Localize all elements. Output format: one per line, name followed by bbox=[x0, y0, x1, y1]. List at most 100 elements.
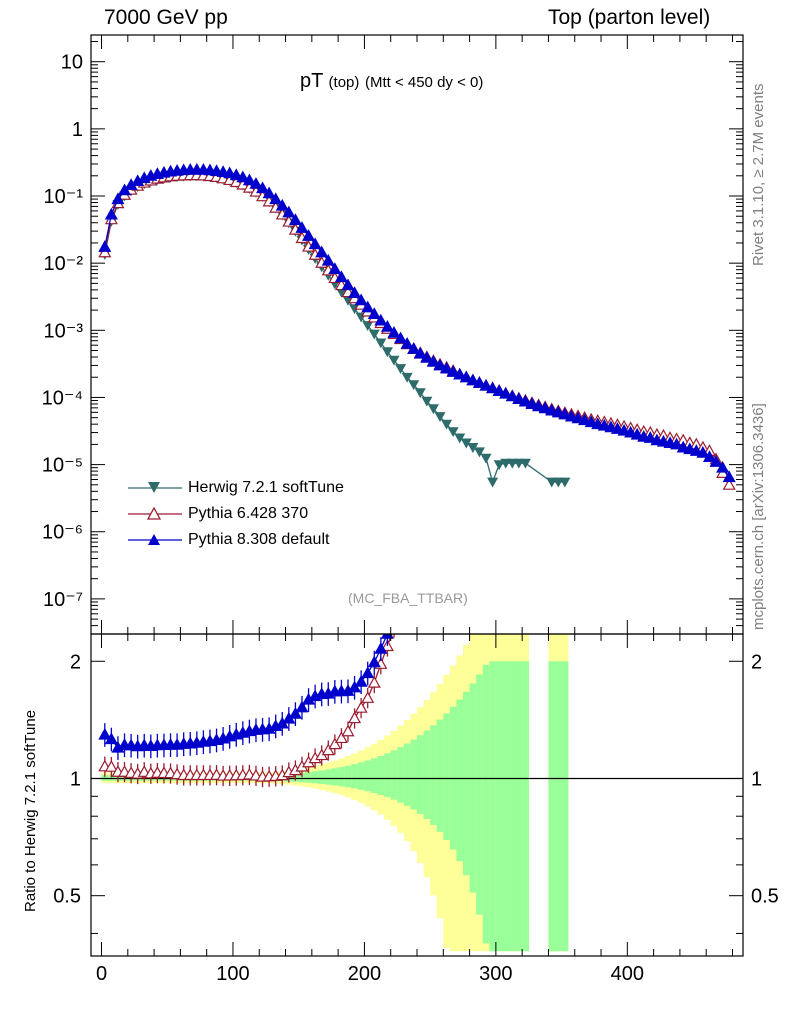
ratio-ytick-label-right: 2 bbox=[751, 651, 762, 673]
band-green-bin bbox=[443, 713, 451, 840]
main-point-pythia8 bbox=[512, 392, 526, 404]
ratio-point-pythia6 bbox=[461, 392, 472, 402]
ratio-point-pythia6 bbox=[435, 471, 446, 481]
ratio-point-pythia8 bbox=[380, 634, 394, 639]
main-point-herwig bbox=[467, 443, 479, 453]
ratio-point-pythia6 bbox=[494, 345, 505, 355]
xtick-label: 400 bbox=[611, 963, 644, 985]
band-green-bin bbox=[377, 755, 385, 795]
ratio-point-pythia6 bbox=[321, 743, 335, 756]
main-point-pythia8 bbox=[367, 307, 381, 319]
band-green-bin bbox=[324, 769, 332, 785]
main-point-pythia8 bbox=[525, 397, 539, 409]
main-point-herwig bbox=[362, 321, 374, 331]
band-green-bin bbox=[463, 691, 470, 876]
main-point-pythia8 bbox=[643, 431, 657, 443]
main-point-pythia8 bbox=[479, 378, 493, 391]
band-green-bin bbox=[561, 661, 569, 952]
plot-title-sub2: (Mtt < 450 dy < 0) bbox=[364, 74, 484, 91]
plot-title: pT (top) (Mtt < 450 dy < 0) bbox=[300, 70, 483, 93]
main-point-herwig bbox=[493, 460, 505, 471]
main-point-pythia8 bbox=[315, 245, 329, 258]
xtick-label: 200 bbox=[348, 963, 381, 985]
band-green-bin bbox=[370, 758, 378, 793]
band-green-bin bbox=[430, 725, 438, 825]
ratio-point-pythia8 bbox=[367, 655, 381, 668]
legend-marker-herwig bbox=[128, 482, 182, 493]
ratio-point-pythia8 bbox=[348, 680, 362, 693]
xtick-label: 300 bbox=[479, 963, 512, 985]
main-point-pythia8 bbox=[348, 286, 362, 298]
main-series-herwig bbox=[99, 171, 571, 488]
band-green-bin bbox=[417, 735, 424, 814]
ratio-point-pythia6 bbox=[361, 691, 375, 703]
xtick-label: 100 bbox=[216, 963, 249, 985]
main-point-herwig bbox=[414, 388, 426, 399]
plot-title-main: pT bbox=[300, 70, 323, 92]
main-point-pythia8 bbox=[374, 313, 388, 326]
main-point-pythia8 bbox=[302, 229, 316, 241]
band-green-bin bbox=[331, 768, 339, 786]
main-point-herwig bbox=[381, 347, 393, 358]
main-point-pythia8 bbox=[223, 166, 237, 179]
main-point-pythia8 bbox=[558, 407, 572, 420]
main-point-herwig bbox=[480, 453, 492, 464]
main-point-pythia8 bbox=[328, 262, 342, 274]
ratio-point-pythia8 bbox=[361, 666, 375, 679]
main-ytick-label: 10 bbox=[61, 52, 83, 74]
ratio-series-pythia8 bbox=[98, 229, 498, 760]
ratio-point-pythia8 bbox=[435, 477, 446, 487]
band-green-bin bbox=[548, 661, 556, 952]
header-right: Top (parton level) bbox=[548, 6, 711, 29]
main-point-pythia6 bbox=[722, 478, 736, 490]
ratio-point-pythia6 bbox=[546, 350, 557, 360]
main-point-pythia8 bbox=[426, 355, 440, 367]
main-point-pythia8 bbox=[670, 437, 684, 450]
band-green-bin bbox=[410, 739, 418, 810]
main-point-pythia8 bbox=[532, 399, 546, 412]
ratio-point-pythia6 bbox=[553, 361, 564, 371]
main-point-herwig bbox=[421, 396, 433, 407]
band-green-bin bbox=[482, 664, 490, 944]
main-point-pythia8 bbox=[624, 425, 638, 438]
main-ytick-label: 10⁻¹ bbox=[44, 186, 84, 208]
main-point-herwig bbox=[395, 364, 407, 374]
main-point-pythia8 bbox=[104, 207, 118, 220]
ratio-point-pythia8 bbox=[98, 727, 112, 740]
band-green-bin bbox=[489, 661, 497, 952]
band-green-bin bbox=[384, 753, 392, 798]
band-green-bin bbox=[476, 674, 484, 915]
band-green-bin bbox=[495, 661, 503, 952]
main-point-pythia8 bbox=[551, 405, 565, 418]
main-ytick-label: 10⁻³ bbox=[44, 320, 84, 342]
main-point-pythia8 bbox=[387, 326, 401, 338]
ratio-point-pythia8 bbox=[487, 229, 498, 239]
mcplots-label: mcplots.cern.ch [arXiv:1306.3436] bbox=[750, 403, 767, 630]
plot-title-sub1: (top) bbox=[328, 74, 360, 91]
band-green-bin bbox=[456, 699, 464, 862]
main-point-herwig bbox=[427, 404, 439, 415]
band-green-bin bbox=[509, 661, 516, 952]
main-point-pythia8 bbox=[696, 446, 710, 458]
header-left: 7000 GeV pp bbox=[104, 6, 228, 29]
legend-marker-pythia8 bbox=[128, 534, 182, 545]
main-point-pythia8 bbox=[716, 460, 730, 473]
main-point-herwig bbox=[408, 380, 420, 391]
main-point-herwig bbox=[441, 419, 453, 430]
ratio-point-pythia8 bbox=[428, 501, 439, 511]
main-point-herwig bbox=[519, 458, 531, 469]
band-green-bin bbox=[305, 772, 313, 783]
ratio-point-pythia8 bbox=[454, 405, 465, 415]
ratio-point-pythia6 bbox=[415, 543, 426, 553]
ratio-ytick-label: 0.5 bbox=[53, 886, 81, 908]
main-point-pythia8 bbox=[288, 213, 302, 225]
main-point-pythia8 bbox=[689, 444, 703, 456]
band-green-bin bbox=[397, 747, 405, 803]
main-point-herwig bbox=[434, 412, 446, 423]
ratio-point-pythia6 bbox=[441, 444, 452, 454]
band-green-bin bbox=[502, 661, 510, 952]
main-point-pythia8 bbox=[709, 455, 723, 467]
ratio-point-pythia6 bbox=[454, 405, 465, 415]
main-point-pythia8 bbox=[420, 351, 434, 363]
ratio-y-axis-label: Ratio to Herwig 7.2.1 softTune bbox=[22, 709, 39, 912]
